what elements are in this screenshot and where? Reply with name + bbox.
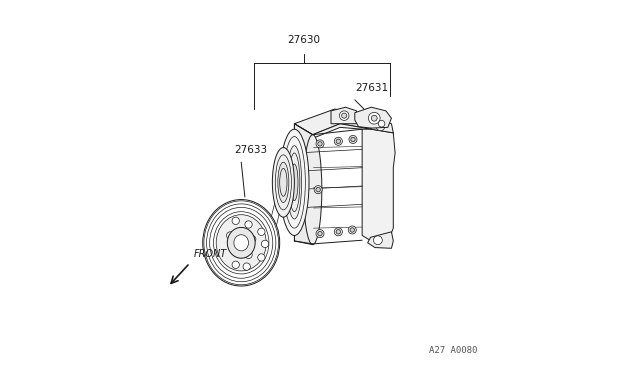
Circle shape (336, 230, 340, 234)
Ellipse shape (216, 215, 266, 271)
Ellipse shape (280, 129, 309, 235)
Circle shape (245, 251, 252, 259)
Polygon shape (294, 109, 394, 135)
Ellipse shape (291, 164, 298, 201)
Circle shape (261, 240, 269, 247)
Circle shape (378, 121, 385, 127)
Circle shape (316, 230, 324, 238)
Text: FRONT: FRONT (193, 249, 227, 259)
Polygon shape (294, 124, 313, 245)
Ellipse shape (227, 227, 255, 258)
Circle shape (371, 115, 377, 121)
Circle shape (316, 140, 324, 148)
Text: 27631: 27631 (355, 83, 388, 93)
Polygon shape (313, 124, 371, 138)
Circle shape (318, 142, 322, 146)
Ellipse shape (234, 235, 248, 251)
Circle shape (316, 187, 321, 192)
Circle shape (349, 135, 357, 144)
Ellipse shape (278, 162, 289, 202)
Circle shape (245, 221, 252, 228)
Ellipse shape (203, 199, 280, 286)
Polygon shape (362, 124, 395, 241)
Circle shape (258, 228, 265, 235)
Polygon shape (331, 107, 356, 124)
Ellipse shape (273, 148, 294, 217)
Circle shape (334, 137, 342, 145)
Polygon shape (367, 232, 394, 248)
Circle shape (314, 186, 322, 194)
Text: 27630: 27630 (287, 35, 320, 45)
Circle shape (369, 112, 380, 124)
Circle shape (351, 137, 355, 142)
Circle shape (374, 236, 382, 245)
Circle shape (334, 228, 342, 236)
Circle shape (350, 228, 355, 232)
Circle shape (230, 247, 237, 254)
Ellipse shape (287, 146, 301, 219)
Circle shape (227, 232, 234, 239)
Circle shape (339, 111, 349, 121)
Circle shape (348, 226, 356, 234)
Circle shape (243, 263, 250, 270)
Ellipse shape (303, 135, 322, 245)
Text: A27 A0080: A27 A0080 (429, 346, 477, 355)
Circle shape (258, 254, 265, 261)
Circle shape (336, 139, 340, 144)
Circle shape (232, 217, 239, 224)
Circle shape (232, 261, 239, 269)
Text: 27633: 27633 (234, 145, 267, 155)
Circle shape (376, 122, 385, 131)
Polygon shape (371, 120, 394, 133)
Circle shape (318, 231, 322, 236)
Circle shape (248, 235, 256, 243)
Polygon shape (355, 107, 392, 128)
Circle shape (342, 113, 347, 118)
